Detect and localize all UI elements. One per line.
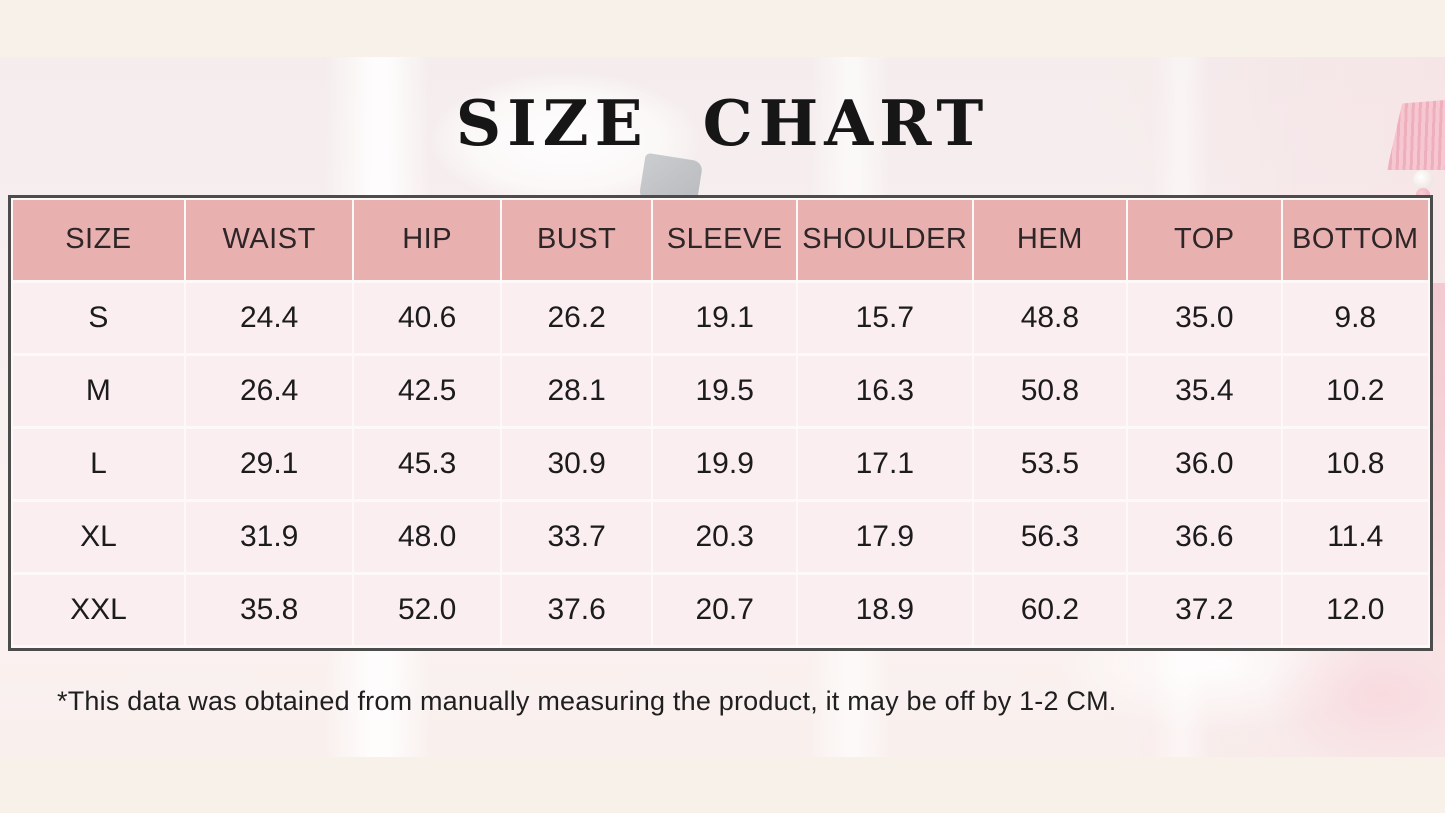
table-row: XL 31.9 48.0 33.7 20.3 17.9 56.3 36.6 11.4 [11, 498, 1431, 575]
size-cell: M [11, 352, 186, 429]
measurement-cell: 18.9 [795, 571, 974, 648]
measurement-cell: 10.8 [1280, 425, 1431, 502]
size-cell: S [11, 279, 186, 356]
measurement-cell: 37.2 [1126, 571, 1283, 648]
measurement-cell: 9.8 [1280, 279, 1431, 356]
measurement-cell: 52.0 [352, 571, 502, 648]
table-row: S 24.4 40.6 26.2 19.1 15.7 48.8 35.0 9.8 [11, 279, 1431, 356]
size-cell: L [11, 425, 186, 502]
measurement-cell: 56.3 [971, 498, 1129, 575]
column-header: SHOULDER [795, 198, 974, 283]
table-row: L 29.1 45.3 30.9 19.9 17.1 53.5 36.0 10.8 [11, 425, 1431, 502]
measurement-cell: 48.0 [352, 498, 502, 575]
measurement-cell: 35.8 [183, 571, 355, 648]
measurement-cell: 35.0 [1126, 279, 1283, 356]
measurement-cell: 19.1 [651, 279, 798, 356]
measurement-cell: 40.6 [352, 279, 502, 356]
measurement-cell: 20.3 [651, 498, 798, 575]
measurement-cell: 10.2 [1280, 352, 1431, 429]
measurement-cell: 17.9 [795, 498, 974, 575]
measurement-cell: 15.7 [795, 279, 974, 356]
measurement-cell: 45.3 [352, 425, 502, 502]
table-body: S 24.4 40.6 26.2 19.1 15.7 48.8 35.0 9.8 M 26.4 42.… [11, 279, 1431, 648]
column-header: HIP [352, 198, 502, 283]
table-row: M 26.4 42.5 28.1 19.5 16.3 50.8 35.4 10.2 [11, 352, 1431, 429]
measurement-cell: 26.2 [499, 279, 654, 356]
measurement-cell: 36.0 [1126, 425, 1283, 502]
column-header: HEM [971, 198, 1129, 283]
column-header: SIZE [11, 198, 186, 283]
column-header: WAIST [183, 198, 355, 283]
column-header: BOTTOM [1280, 198, 1431, 283]
measurement-cell: 28.1 [499, 352, 654, 429]
measurement-cell: 12.0 [1280, 571, 1431, 648]
size-cell: XXL [11, 571, 186, 648]
size-chart-table: SIZE WAIST HIP BUST SLEEVE SHOULDER HEM TOP BOTT… [11, 198, 1431, 648]
measurement-cell: 42.5 [352, 352, 502, 429]
measurement-cell: 35.4 [1126, 352, 1283, 429]
page-title: SIZE CHART [455, 86, 990, 160]
measurement-cell: 19.9 [651, 425, 798, 502]
measurement-cell: 20.7 [651, 571, 798, 648]
table-row: XXL 35.8 52.0 37.6 20.7 18.9 60.2 37.2 12.0 [11, 571, 1431, 648]
size-cell: XL [11, 498, 186, 575]
measurement-cell: 60.2 [971, 571, 1129, 648]
measurement-cell: 29.1 [183, 425, 355, 502]
measurement-cell: 16.3 [795, 352, 974, 429]
table-header-row: SIZE WAIST HIP BUST SLEEVE SHOULDER HEM TOP BOTT… [11, 198, 1431, 283]
size-chart-panel: SIZE WAIST HIP BUST SLEEVE SHOULDER HEM TOP BOTT… [8, 195, 1433, 651]
column-header: TOP [1126, 198, 1283, 283]
measurement-cell: 53.5 [971, 425, 1129, 502]
measurement-cell: 37.6 [499, 571, 654, 648]
measurement-cell: 50.8 [971, 352, 1129, 429]
measurement-cell: 30.9 [499, 425, 654, 502]
measurement-cell: 31.9 [183, 498, 355, 575]
measurement-cell: 36.6 [1126, 498, 1283, 575]
lamp-neck-decoration [1413, 170, 1433, 190]
measurement-cell: 33.7 [499, 498, 654, 575]
measurement-cell: 11.4 [1280, 498, 1431, 575]
measurement-cell: 48.8 [971, 279, 1129, 356]
lamp-base-decoration [1432, 283, 1445, 663]
column-header: SLEEVE [651, 198, 798, 283]
measurement-cell: 26.4 [183, 352, 355, 429]
column-header: BUST [499, 198, 654, 283]
measurement-cell: 19.5 [651, 352, 798, 429]
measurement-cell: 24.4 [183, 279, 355, 356]
measurement-disclaimer: *This data was obtained from manually me… [57, 686, 1117, 716]
measurement-cell: 17.1 [795, 425, 974, 502]
